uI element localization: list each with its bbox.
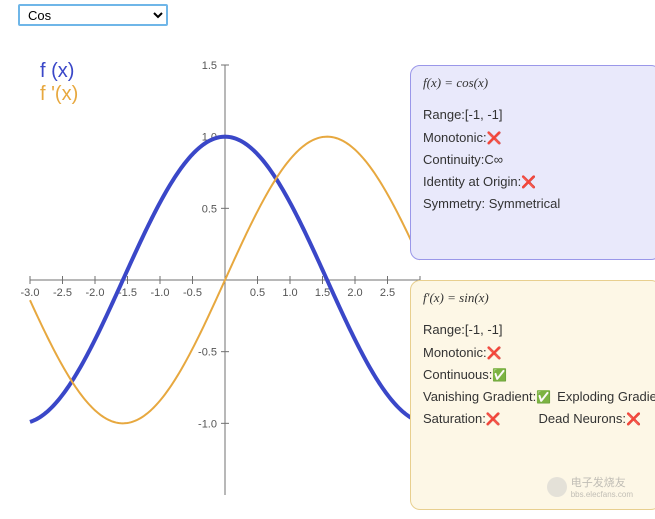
svg-text:-2.0: -2.0 (86, 287, 105, 299)
panel-f: f(x) = cos(x) Range:[-1, -1]Monotonic:❌C… (410, 65, 655, 260)
panel-f-label: Identity at Origin: (423, 174, 521, 189)
watermark: 电子发烧友 bbs.elecfans.com (547, 474, 633, 499)
panel-f-title: f(x) = cos(x) (423, 76, 648, 90)
svg-text:-2.5: -2.5 (53, 287, 72, 299)
panel-f-label: Monotonic: (423, 130, 487, 145)
panel-fp-label: Saturation: (423, 411, 486, 426)
panel-f-value: C∞ (484, 152, 503, 167)
svg-text:0.5: 0.5 (250, 287, 265, 299)
panel-f-row-4: Symmetry: Symmetrical (423, 197, 648, 211)
svg-text:-3.0: -3.0 (21, 287, 40, 299)
svg-text:-0.5: -0.5 (198, 347, 217, 359)
panel-fp-label: Monotonic: (423, 345, 487, 360)
svg-text:-0.5: -0.5 (183, 287, 202, 299)
panel-fp-row-3-1: Exploding Gradient:❌ (557, 390, 655, 404)
panel-fp-value: [-1, -1] (465, 322, 503, 337)
cross-icon: ❌ (487, 131, 502, 145)
panel-fp-label: Vanishing Gradient: (423, 389, 536, 404)
panel-f-label: Range: (423, 107, 465, 122)
panel-fp-row-4-1: Dead Neurons:❌ (539, 412, 649, 426)
svg-text:1.5: 1.5 (202, 60, 217, 72)
panel-f-label: Symmetry: (423, 196, 485, 211)
cross-icon: ❌ (626, 412, 641, 426)
panel-fp-row-3-0: Vanishing Gradient:✅ (423, 390, 551, 404)
panel-f-label: Continuity: (423, 152, 484, 167)
check-icon: ✅ (492, 368, 507, 382)
watermark-icon (547, 477, 567, 497)
svg-text:-1.0: -1.0 (198, 418, 217, 430)
panel-fp-row-1: Monotonic:❌ (423, 346, 648, 360)
svg-text:2.5: 2.5 (380, 287, 395, 299)
svg-text:1.5: 1.5 (315, 287, 330, 299)
panel-f-row-0: Range:[-1, -1] (423, 108, 648, 122)
check-icon: ✅ (536, 390, 551, 404)
cross-icon: ❌ (487, 346, 502, 360)
chart-svg: -3.0-2.5-2.0-1.5-1.0-0.50.51.01.52.02.53… (0, 55, 430, 515)
panel-fp-label: Continuous: (423, 367, 492, 382)
panel-fp-label: Range: (423, 322, 465, 337)
svg-text:1.0: 1.0 (282, 287, 297, 299)
watermark-text: 电子发烧友 (571, 474, 633, 490)
panel-fp-title: f′(x) = sin(x) (423, 291, 648, 305)
watermark-sub: bbs.elecfans.com (571, 490, 633, 499)
function-chart: -3.0-2.5-2.0-1.5-1.0-0.50.51.01.52.02.53… (0, 55, 430, 515)
panel-fp-label: Exploding Gradient: (557, 389, 655, 404)
panel-f-value: [-1, -1] (465, 107, 503, 122)
panel-fp-row-0: Range:[-1, -1] (423, 323, 648, 337)
cross-icon: ❌ (486, 412, 501, 426)
svg-text:2.0: 2.0 (347, 287, 362, 299)
panel-f-value: Symmetrical (485, 196, 560, 211)
function-select[interactable]: Cos (18, 4, 168, 26)
svg-text:-1.0: -1.0 (151, 287, 170, 299)
panel-f-row-2: Continuity:C∞ (423, 153, 648, 167)
panel-fp-row-4-0: Saturation:❌ (423, 412, 533, 426)
svg-text:0.5: 0.5 (202, 203, 217, 215)
panel-f-row-3: Identity at Origin:❌ (423, 175, 648, 189)
panel-fp-label: Dead Neurons: (539, 411, 626, 426)
panel-fp-row-2: Continuous:✅ (423, 368, 648, 382)
cross-icon: ❌ (521, 175, 536, 189)
panel-f-row-1: Monotonic:❌ (423, 131, 648, 145)
